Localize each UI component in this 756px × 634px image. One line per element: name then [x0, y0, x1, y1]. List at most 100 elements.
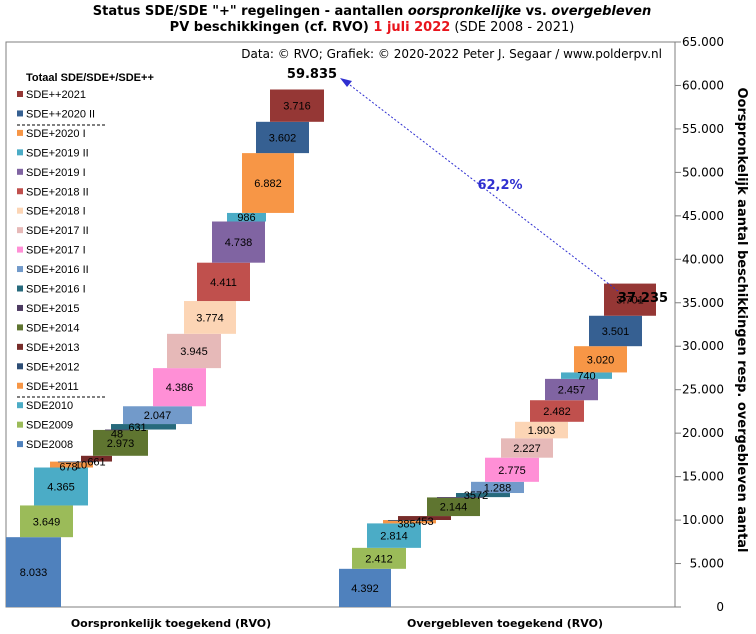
bar-value-label: 3.501: [602, 326, 630, 338]
bar-labels: 8.033 4.392 3.649 2.412 4.365 2.814 678 385 10 66…: [20, 101, 644, 595]
legend-swatch: [17, 207, 23, 214]
bar-segment-sde-2018-ii-remaining: [530, 400, 584, 422]
bar-value-label: 2.047: [144, 410, 172, 422]
bar-segment-sde-2019-ii-original: [227, 212, 266, 222]
bar-value-label: 3.774: [196, 312, 224, 324]
bar-segment-sde2008-remaining: [339, 568, 391, 607]
bar-segment-sde-2016-ii-remaining: [471, 481, 524, 494]
y-tick-label: 60.000: [682, 78, 724, 92]
y-axis-label: Oorspronkelijk aantal beschikkingen resp…: [734, 87, 749, 552]
bar-segment-sde2008-original: [6, 537, 61, 607]
bar-value-label: 2.775: [498, 465, 526, 477]
bar-segment-sde-2020-ii-original: [256, 121, 309, 154]
legend-item-label: SDE++2020 II: [26, 108, 95, 120]
legend-item-label: SDE+2017 I: [26, 245, 86, 257]
y-tick-label: 50.000: [682, 165, 724, 179]
y-tick-label: 10.000: [682, 513, 724, 527]
y-tick-label: 65.000: [682, 35, 724, 49]
bar-value-label: 4.738: [225, 237, 253, 249]
bar-segment-sde-2017-ii-original: [167, 333, 221, 369]
bar-value-label: 2.412: [365, 553, 393, 565]
legend-item-label: SDE+2012: [26, 361, 80, 373]
y-tick-label: 15.000: [682, 470, 724, 484]
legend-swatch: [17, 324, 23, 331]
bar-segment-sde-2015-original: [105, 429, 129, 431]
bar-value-label: 2.814: [380, 531, 408, 543]
bar-segment-sde-2012-remaining: [388, 519, 433, 521]
bar-value-label: 4.392: [351, 583, 379, 595]
bar-value-label: 453: [415, 516, 433, 528]
y-tick-label: 25.000: [682, 383, 724, 397]
legend-swatch: [17, 266, 23, 273]
bar-segment-sde-2017-i-original: [153, 368, 206, 407]
bar-segment-sde-2017-i-remaining: [485, 457, 539, 482]
y-tick-label: 30.000: [682, 339, 724, 353]
legend-swatch: [17, 421, 23, 428]
bar-value-label: 385: [397, 519, 415, 531]
bar-value-label: 4.411: [210, 277, 237, 289]
bar-value-label: 10: [75, 460, 87, 472]
chart-title-line2: PV beschikkingen (cf. RVO) 1 juli 2022 (…: [170, 20, 575, 35]
bar-value-label: 4.365: [47, 481, 75, 493]
bar-value-label: 3.945: [180, 346, 208, 358]
legend-swatch: [17, 382, 23, 389]
legend-swatch: [17, 188, 23, 195]
legend: SDE++2021 SDE++2020 II SDE+2020 I SDE+2019 …: [17, 89, 95, 451]
bar-segment-sde-2013-remaining: [398, 516, 451, 520]
bar-value-label: 48: [111, 429, 123, 441]
legend-swatch: [17, 149, 23, 156]
bar-value-label: 1.288: [484, 482, 512, 494]
legend-item-label: SDE+2013: [26, 342, 80, 354]
decline-arrow-line: [345, 81, 619, 292]
source-text: Data: © RVO; Grafiek: © 2020-2022 Peter …: [241, 47, 662, 61]
bar-value-label: 3.020: [587, 354, 615, 366]
bar-value-label: 661: [87, 457, 105, 469]
legend-swatch: [17, 246, 23, 253]
legend-item-label: SDE+2018 II: [26, 186, 89, 198]
decline-percentage: 62,2%: [477, 178, 522, 193]
legend-swatch: [17, 110, 23, 117]
y-tick-label: 5.000: [690, 557, 724, 571]
legend-item-label: SDE+2014: [26, 322, 80, 334]
legend-swatch: [17, 304, 23, 311]
bar-value-label: 986: [237, 212, 255, 224]
bar-value-label: 678: [59, 462, 77, 474]
bar-value-label: 3.701: [616, 295, 644, 307]
legend-swatch: [17, 227, 23, 234]
decline-arrow-head: [340, 78, 352, 87]
bar-value-label: 2.227: [513, 443, 541, 455]
bar-segment-sde-2016-ii-original: [123, 406, 192, 425]
bar-segment-sde-2020-i-remaining: [574, 346, 627, 373]
y-tick-label: 20.000: [682, 426, 724, 440]
category-label-original: Oorspronkelijk toegekend (RVO): [71, 617, 271, 630]
bar-value-label: 2.973: [107, 438, 135, 450]
bar-value-label: 3.649: [33, 516, 61, 528]
bar-segment-sde-2020-ii-remaining: [589, 315, 642, 347]
y-axis: 0 5.000 10.000 15.000 20.000 25.000 30.000 35.0…: [675, 35, 724, 614]
legend-item-label: SDE+2018 I: [26, 206, 86, 218]
bar-value-label: 8.033: [20, 567, 48, 579]
y-tick-label: 35.000: [682, 296, 724, 310]
legend-item-label: SDE+2019 I: [26, 167, 86, 179]
legend-item-label: SDE+2020 I: [26, 128, 86, 140]
bar-segment-sde-2013-original: [81, 455, 112, 462]
bar-value-label: 3.716: [283, 101, 311, 113]
bar-segment-sde2009-original: [20, 505, 73, 538]
legend-swatch: [17, 129, 23, 136]
y-tick-label: 0: [716, 600, 724, 614]
y-tick-label: 40.000: [682, 252, 724, 266]
legend-item-label: SDE+2011: [26, 381, 79, 393]
bar-segment-sde-2015-remaining: [437, 497, 483, 498]
legend-swatch: [17, 285, 23, 292]
bar-segment-sde-2019-i-original: [212, 221, 265, 263]
legend-item-label: SDE+2016 I: [26, 284, 86, 296]
bar-value-label: 631: [128, 422, 146, 434]
y-tick-label: 55.000: [682, 122, 724, 136]
legend-item-label: SDE+2017 II: [26, 225, 89, 237]
legend-item-label: SDE2008: [26, 439, 73, 451]
bar-segment-sde-2012-original: [58, 461, 96, 463]
legend-swatch: [17, 402, 23, 409]
bar-segment-sde-2014-original: [93, 429, 148, 456]
bars: [6, 89, 656, 607]
